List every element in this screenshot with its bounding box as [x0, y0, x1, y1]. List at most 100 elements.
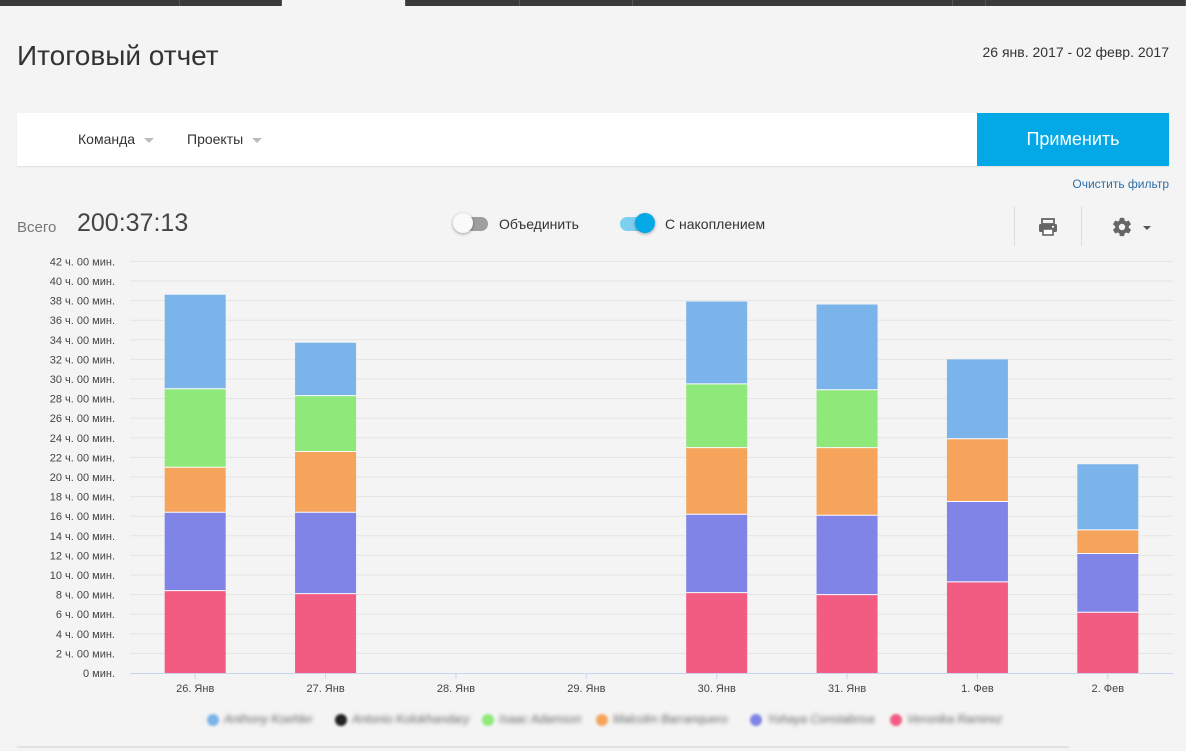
y-tick-label: 24 ч. 00 мин.	[50, 433, 115, 445]
bar-segment	[295, 593, 357, 673]
x-tick-label: 28. Янв	[437, 683, 475, 695]
legend-label: Isaac Adamson	[499, 712, 582, 726]
bar-segment	[164, 590, 226, 673]
y-tick-label: 26 ч. 00 мин.	[50, 413, 115, 425]
settings-button[interactable]	[1111, 216, 1155, 240]
chart-legend: Anthony Koehler Antonio Kolokhandary Isaac…	[0, 710, 1186, 730]
legend-swatch	[207, 714, 219, 726]
bar-segment	[686, 447, 748, 515]
team-dropdown[interactable]: Команда	[78, 131, 155, 147]
legend-swatch	[890, 714, 902, 726]
page-title: Итоговый отчет	[17, 40, 219, 71]
bottom-divider	[17, 746, 1069, 748]
top-tab[interactable]	[0, 0, 180, 6]
y-tick-label: 20 ч. 00 мин.	[50, 472, 115, 484]
cumulative-toggle[interactable]: С накоплением	[620, 213, 780, 235]
x-tick-label: 30. Янв	[698, 683, 736, 695]
y-tick-label: 22 ч. 00 мин.	[50, 452, 115, 464]
bar-segment	[816, 594, 878, 673]
y-tick-label: 0 мин.	[83, 668, 115, 680]
x-tick-label: 26. Янв	[176, 683, 214, 695]
bar-segment	[1077, 612, 1139, 673]
legend-label: Malcolm Barranquero	[613, 712, 728, 726]
top-tab[interactable]	[986, 0, 1186, 6]
chevron-down-icon	[144, 137, 155, 143]
y-tick-label: 42 ч. 00 мин.	[50, 256, 115, 268]
x-tick-label: 1. Фев	[961, 683, 994, 695]
bar-segment	[686, 383, 748, 448]
apply-button[interactable]: Применить	[977, 113, 1169, 166]
bar-segment	[816, 515, 878, 595]
y-tick-label: 12 ч. 00 мин.	[50, 550, 115, 562]
top-tab[interactable]	[180, 0, 282, 6]
chevron-down-icon	[252, 137, 263, 143]
bar-segment	[164, 467, 226, 513]
y-tick-label: 28 ч. 00 мин.	[50, 394, 115, 406]
printer-icon	[1039, 218, 1057, 236]
bar-segment	[816, 447, 878, 516]
top-tab[interactable]	[633, 0, 953, 6]
y-tick-label: 38 ч. 00 мин.	[50, 296, 115, 308]
y-tick-label: 30 ч. 00 мин.	[50, 374, 115, 386]
bar-segment	[164, 388, 226, 468]
top-tab[interactable]	[520, 0, 633, 6]
y-tick-label: 18 ч. 00 мин.	[50, 492, 115, 504]
cumulative-toggle-knob	[635, 213, 655, 233]
y-tick-label: 32 ч. 00 мин.	[50, 354, 115, 366]
legend-label: Antonio Kolokhandary	[352, 712, 470, 726]
y-tick-label: 10 ч. 00 мин.	[50, 570, 115, 582]
merge-toggle[interactable]: Объединить	[453, 213, 594, 235]
y-tick-label: 6 ч. 00 мин.	[56, 609, 115, 621]
y-tick-label: 4 ч. 00 мин.	[56, 629, 115, 641]
total-label: Всего	[17, 219, 57, 236]
legend-label: Yohaya Constabnsa	[767, 712, 875, 726]
bar-segment	[946, 359, 1008, 439]
y-tick-label: 34 ч. 00 мин.	[50, 335, 115, 347]
total-value: 200:37:13	[77, 209, 189, 237]
bar-segment	[686, 514, 748, 593]
clear-filter-link[interactable]: Очистить фильтр	[1072, 177, 1169, 191]
bar-segment	[946, 438, 1008, 502]
y-tick-label: 8 ч. 00 мин.	[56, 590, 115, 602]
bar-segment	[946, 581, 1008, 673]
cumulative-toggle-label: С накоплением	[665, 216, 766, 232]
x-tick-label: 27. Янв	[306, 683, 344, 695]
top-tab[interactable]	[953, 0, 986, 6]
toolbar-divider	[1014, 206, 1015, 246]
team-dropdown-label: Команда	[78, 131, 136, 147]
projects-dropdown-label: Проекты	[187, 131, 244, 147]
y-tick-label: 2 ч. 00 мин.	[56, 648, 115, 660]
legend-swatch	[335, 714, 347, 726]
top-tab-active[interactable]	[282, 0, 406, 6]
bar-segment	[816, 389, 878, 448]
chevron-down-icon	[1143, 226, 1151, 230]
legend-swatch	[596, 714, 608, 726]
x-tick-label: 2. Фев	[1092, 683, 1125, 695]
y-tick-label: 40 ч. 00 мин.	[50, 276, 115, 288]
gear-icon	[1113, 217, 1131, 237]
date-range[interactable]: 26 янв. 2017 - 02 февр. 2017	[982, 44, 1170, 60]
x-tick-label: 31. Янв	[828, 683, 866, 695]
projects-dropdown[interactable]: Проекты	[187, 131, 263, 147]
bar-segment	[1077, 464, 1139, 530]
bar-segment	[686, 301, 748, 384]
stacked-bar-chart: 0 мин. 2 ч. 00 мин. 4 ч. 00 мин. 6 ч. 00 ми…	[50, 256, 1173, 695]
print-button[interactable]	[1037, 216, 1059, 238]
top-tab-strip	[0, 0, 1186, 6]
y-tick-label: 14 ч. 00 мин.	[50, 531, 115, 543]
filter-bar: Команда Проекты Применить	[17, 113, 1169, 166]
top-tab[interactable]	[406, 0, 520, 6]
bar-segment	[686, 592, 748, 673]
bar-segment	[164, 294, 226, 389]
bar-segment	[164, 512, 226, 591]
bar-segment	[816, 304, 878, 390]
bar-segment	[295, 342, 357, 396]
bar-segment	[1077, 529, 1139, 554]
bar-segment	[295, 395, 357, 452]
x-tick-label: 29. Янв	[567, 683, 605, 695]
y-tick-label: 16 ч. 00 мин.	[50, 511, 115, 523]
legend-label: Anthony Koehler	[224, 712, 313, 726]
bar-segment	[1077, 553, 1139, 613]
bar-segment	[295, 512, 357, 594]
bar-segment	[946, 501, 1008, 582]
